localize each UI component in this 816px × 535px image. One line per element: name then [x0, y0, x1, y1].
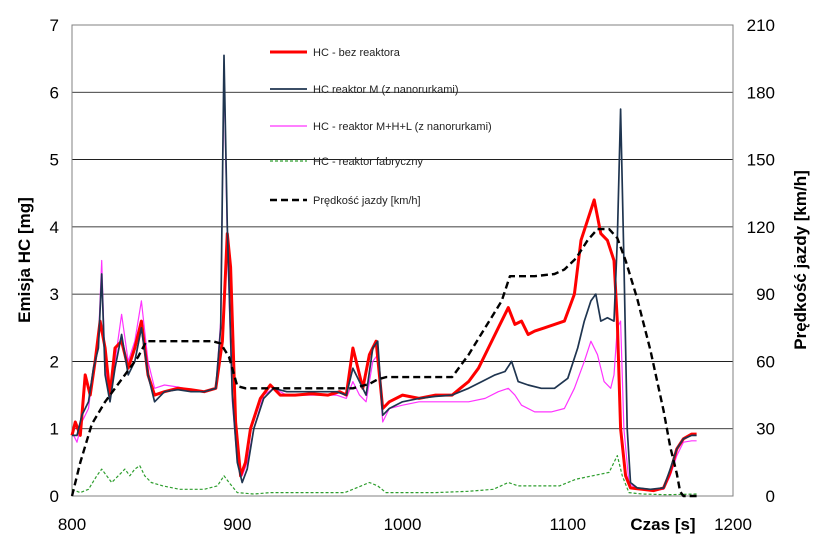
- y2-tick-label: 150: [747, 151, 775, 170]
- y2-tick-label: 0: [766, 487, 775, 506]
- series-lines: [70, 54, 697, 498]
- y2-axis-title: Prędkość jazdy [km/h]: [791, 170, 810, 350]
- y-tick-label: 5: [50, 151, 59, 170]
- y-tick-label: 2: [50, 352, 59, 371]
- y-axis-title: Emisja HC [mg]: [15, 197, 34, 323]
- x-tick-label: 900: [223, 515, 251, 534]
- left-y-tick-labels: 0 1 2 3 4 5 6 7: [50, 16, 59, 506]
- y-tick-label: 4: [50, 218, 59, 237]
- legend-label-4: HC - reaktor fabryczny: [313, 156, 424, 168]
- x-tick-label: 1200: [714, 515, 752, 534]
- y-tick-label: 0: [50, 487, 59, 506]
- y2-tick-label: 60: [756, 352, 775, 371]
- y2-tick-label: 210: [747, 16, 775, 35]
- legend-label-1: HC - bez reaktora: [313, 47, 401, 59]
- right-y-tick-labels: 0 30 60 90 120 150 180 210: [747, 16, 775, 506]
- legend: HC - bez reaktora HC reaktor M (z nanorur…: [270, 47, 492, 207]
- legend-label-2: HC reaktor M (z nanorurkami): [313, 84, 458, 96]
- y-tick-label: 3: [50, 285, 59, 304]
- plot-area-border: [71, 24, 734, 497]
- legend-label-3: HC - reaktor M+H+L (z nanorurkami): [313, 121, 492, 133]
- horizontal-gridlines: [72, 91, 733, 430]
- x-tick-label: 800: [58, 515, 86, 534]
- x-tick-label: 1000: [384, 515, 422, 534]
- y-tick-label: 6: [50, 83, 59, 102]
- x-axis-title: Czas [s]: [630, 515, 695, 534]
- y-tick-label: 1: [50, 420, 59, 439]
- y-tick-label: 7: [50, 16, 59, 35]
- series-line-3: [71, 71, 697, 492]
- series-line-5: [70, 227, 697, 498]
- x-tick-label: 1100: [549, 515, 586, 534]
- y2-tick-label: 120: [747, 218, 775, 237]
- y2-tick-label: 180: [747, 83, 775, 102]
- series-line-4: [71, 455, 697, 496]
- series-line-2: [72, 54, 697, 491]
- series-line-1: [70, 198, 697, 493]
- legend-label-5: Prędkość jazdy [km/h]: [313, 195, 421, 207]
- x-tick-labels: 800 900 1000 1100 1200: [58, 515, 752, 534]
- y2-tick-label: 90: [756, 285, 775, 304]
- y2-tick-label: 30: [756, 420, 775, 439]
